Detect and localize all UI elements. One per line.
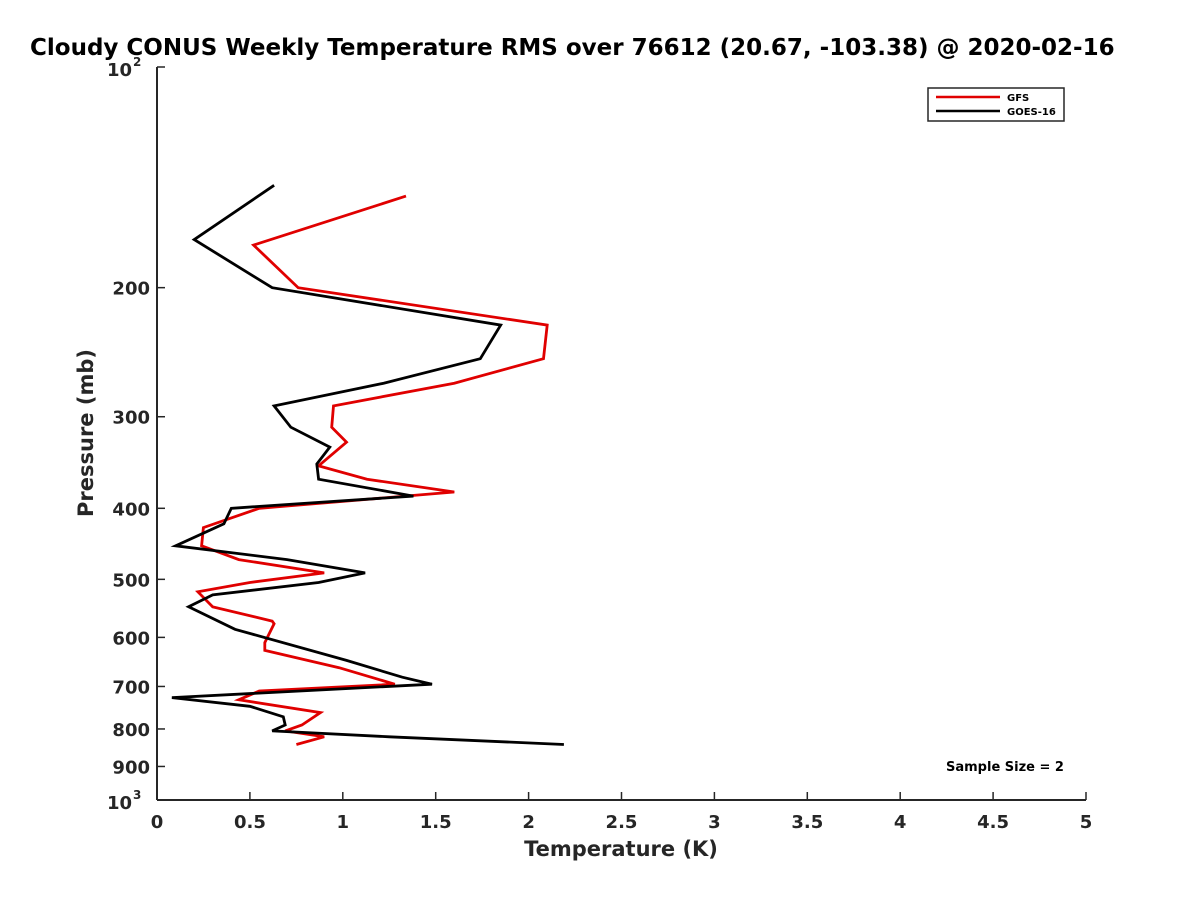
legend-box bbox=[927, 87, 1065, 122]
series-line-gfs bbox=[195, 194, 549, 746]
legend-label-goes16: GOES-16 bbox=[1007, 107, 1056, 118]
y-tick-label: 900 bbox=[112, 757, 150, 778]
y-tick-label: 200 bbox=[112, 279, 150, 300]
y-tick-label-base: 10 bbox=[107, 60, 132, 81]
y-tick-label: 600 bbox=[112, 628, 150, 649]
y-tick-label: 700 bbox=[112, 677, 150, 698]
x-tick-label: 4.5 bbox=[977, 812, 1009, 833]
y-tick-label: 800 bbox=[112, 720, 150, 741]
x-tick-label: 2.5 bbox=[606, 812, 638, 833]
y-tick-label: 300 bbox=[112, 408, 150, 429]
x-tick-label: 2 bbox=[522, 812, 535, 833]
sample-size-annotation: Sample Size = 2 bbox=[946, 760, 1064, 775]
legend: GFS GOES-16 bbox=[927, 87, 1065, 122]
x-tick-label: 4 bbox=[894, 812, 907, 833]
y-axis-label: Pressure (mb) bbox=[74, 349, 98, 517]
chart-title: Cloudy CONUS Weekly Temperature RMS over… bbox=[30, 35, 1115, 61]
x-ticks: 0 0.5 1 1.5 2 2.5 3 3.5 4 4.5 5 bbox=[151, 792, 1093, 833]
legend-label-gfs: GFS bbox=[1007, 93, 1029, 104]
y-tick-label-exponent: 3 bbox=[133, 788, 141, 802]
y-tick-label: 400 bbox=[112, 499, 150, 520]
x-axis-label: Temperature (K) bbox=[524, 837, 718, 861]
y-tick-label-base: 10 bbox=[107, 793, 132, 814]
y-tick-label: 500 bbox=[112, 570, 150, 591]
x-tick-label: 5 bbox=[1080, 812, 1093, 833]
y-tick-label-exponent: 2 bbox=[133, 55, 141, 69]
series-line-goes-16 bbox=[170, 184, 564, 746]
x-tick-label: 1.5 bbox=[420, 812, 452, 833]
series-group bbox=[170, 184, 564, 746]
x-tick-label: 3 bbox=[708, 812, 721, 833]
x-tick-label: 3.5 bbox=[791, 812, 823, 833]
x-tick-label: 1 bbox=[337, 812, 350, 833]
x-tick-label: 0.5 bbox=[234, 812, 266, 833]
x-tick-label: 0 bbox=[151, 812, 164, 833]
